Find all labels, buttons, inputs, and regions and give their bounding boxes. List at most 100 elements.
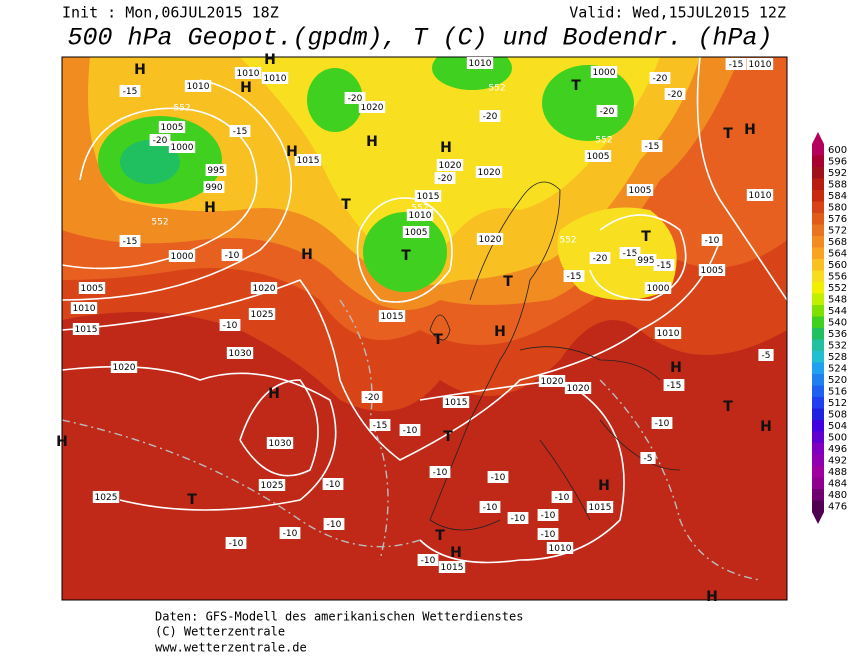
pressure-center: T (503, 274, 513, 290)
colorbar-swatch (812, 282, 824, 294)
contour-label: -10 (403, 426, 418, 436)
pressure-center: H (598, 478, 610, 494)
colorbar-label: 568 (828, 237, 847, 248)
colorbar-swatch (812, 144, 824, 156)
init-time: Init : Mon,06JUL2015 18Z (62, 4, 279, 22)
contour-label: 1015 (417, 192, 440, 202)
label-box (546, 542, 574, 554)
colorbar-label: 600 (828, 145, 847, 156)
colorbar-swatch (812, 247, 824, 260)
contour-label: 1030 (269, 439, 292, 449)
colorbar-label: 520 (828, 375, 847, 386)
colorbar-label: 532 (828, 340, 847, 351)
label-box (294, 154, 322, 166)
pressure-center: H (760, 419, 772, 435)
label-box (434, 172, 456, 184)
contour-label: 1010 (409, 211, 432, 221)
geopotential-label: 552 (559, 236, 576, 246)
label-box (479, 501, 501, 513)
contour-label: 1020 (253, 284, 276, 294)
colorbar-label: 476 (828, 501, 847, 512)
label-box (466, 57, 494, 69)
pressure-center: H (670, 360, 682, 376)
colorbar-swatch (812, 454, 824, 467)
label-box (758, 349, 774, 361)
contour-label: 1005 (405, 228, 428, 238)
label-box (168, 141, 196, 153)
colorbar-swatch (812, 362, 824, 375)
colorbar-label: 596 (828, 156, 847, 167)
pressure-center: H (264, 52, 276, 68)
contour-label: -20 (653, 74, 668, 84)
label-box (402, 226, 430, 238)
colorbar-label: 504 (828, 421, 847, 432)
label-box (698, 264, 726, 276)
colorbar-label: 544 (828, 306, 847, 317)
colorbar-swatch (812, 397, 824, 409)
label-box (429, 466, 451, 478)
contour-label: 1025 (251, 310, 274, 320)
label-box (258, 479, 286, 491)
contour-label: 1005 (629, 186, 652, 196)
contour-label: -10 (283, 529, 298, 539)
contour-label: -20 (438, 174, 453, 184)
map-frame (61, 56, 788, 601)
label-box (110, 361, 138, 373)
label-box (149, 134, 171, 146)
colorbar-swatch (812, 500, 824, 513)
label-box (487, 471, 509, 483)
colorbar-label: 556 (828, 271, 847, 282)
colorbar-label: 484 (828, 478, 847, 489)
contour-label: -5 (762, 351, 771, 361)
colorbar-label: 536 (828, 329, 847, 340)
contour-label: 1005 (587, 152, 610, 162)
contour-label: -10 (483, 503, 498, 513)
label-box (586, 501, 614, 513)
colorbar-label: 540 (828, 317, 847, 328)
contour-label: 1010 (469, 59, 492, 69)
colorbar-swatch (812, 178, 824, 191)
colorbar-swatch (812, 201, 824, 214)
label-box (537, 509, 559, 521)
colorbar-label: 580 (828, 202, 847, 213)
contour-label: -10 (541, 530, 556, 540)
contour-label: -10 (555, 493, 570, 503)
contour-label: 1015 (441, 563, 464, 573)
contour-label: -15 (667, 381, 682, 391)
colorbar-swatch (812, 466, 824, 478)
label-box (640, 452, 656, 464)
label-box (507, 512, 529, 524)
label-box (538, 375, 566, 387)
label-box (746, 58, 774, 70)
pressure-center: T (443, 429, 453, 445)
contour-label: -10 (326, 480, 341, 490)
label-box (596, 105, 618, 117)
contour-label: 1010 (749, 191, 772, 201)
contour-label: -10 (705, 236, 720, 246)
contour-label: 1015 (75, 325, 98, 335)
pressure-center: H (440, 140, 452, 156)
contour-label: 995 (207, 166, 224, 176)
colorbar-label: 564 (828, 248, 847, 259)
contour-label: 1020 (113, 363, 136, 373)
contour-label: -15 (123, 237, 138, 247)
label-box (248, 308, 276, 320)
contour-label: 1015 (589, 503, 612, 513)
contour-label: 1010 (73, 304, 96, 314)
pressure-center: T (641, 229, 651, 245)
label-box (651, 417, 673, 429)
label-box (653, 259, 675, 271)
label-box (72, 323, 100, 335)
pressure-center: T (435, 528, 445, 544)
label-box (589, 252, 611, 264)
label-box (219, 319, 241, 331)
colorbar-swatch (812, 431, 824, 444)
pressure-center: H (744, 122, 756, 138)
pressure-center: H (204, 200, 216, 216)
colorbar-swatch (812, 477, 824, 490)
contour-label: 1020 (567, 384, 590, 394)
label-box (119, 235, 141, 247)
colorbar-label: 560 (828, 260, 847, 271)
colorbar-swatch (812, 190, 824, 202)
